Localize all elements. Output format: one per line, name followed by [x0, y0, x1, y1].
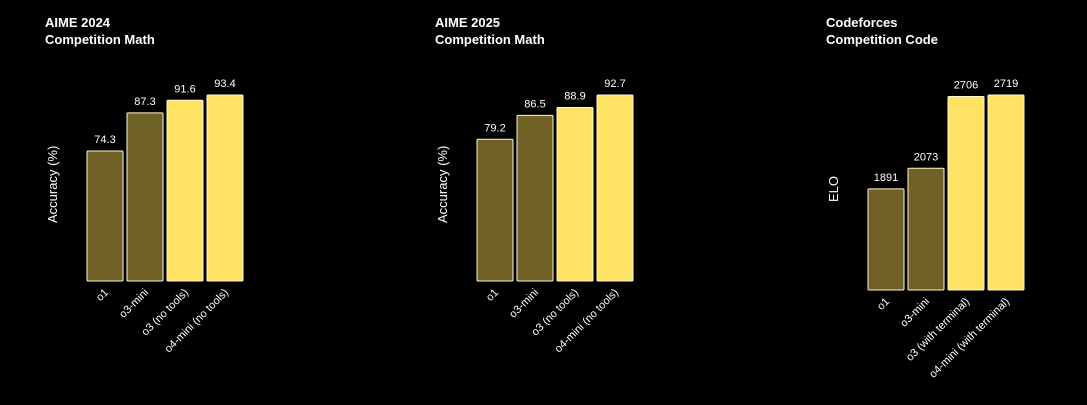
chart-aime-2024: AIME 2024 Competition Math Accuracy (%) … [0, 0, 360, 405]
chart-title-main: AIME 2024 [45, 15, 111, 30]
bar [126, 112, 164, 282]
x-tick-label: o3-mini [898, 296, 932, 330]
bar [476, 138, 514, 282]
chart-title: AIME 2025 Competition Math [435, 14, 545, 48]
x-tick-label: o4-mini (with terminal) [927, 296, 1012, 381]
bar [86, 150, 124, 282]
bar [867, 188, 905, 291]
chart-aime-2025: AIME 2025 Competition Math Accuracy (%) … [390, 0, 750, 405]
x-tick-label: o3-mini [117, 287, 151, 321]
bar-value-label: 1891 [874, 172, 898, 184]
bar [166, 99, 204, 282]
x-tick-label: o1 [484, 287, 501, 304]
chart-title-main: Codeforces [826, 15, 898, 30]
x-tick-label: o1 [875, 296, 892, 313]
bar-value-label: 91.6 [174, 83, 195, 95]
bar [596, 94, 634, 282]
bar [947, 95, 985, 291]
bar-value-label: 74.3 [94, 134, 115, 146]
chart-title: AIME 2024 Competition Math [45, 14, 155, 48]
chart-subtitle: Competition Math [45, 32, 155, 47]
bar [516, 114, 554, 282]
bar-value-label: 88.9 [564, 90, 585, 102]
chart-title-main: AIME 2025 [435, 15, 501, 30]
bar [556, 106, 594, 282]
bar-value-label: 2719 [994, 78, 1018, 90]
bar-value-label: 79.2 [484, 122, 505, 134]
bar-value-label: 86.5 [524, 98, 545, 110]
bar-value-label: 93.4 [214, 78, 235, 90]
x-tick-label: o1 [94, 287, 111, 304]
bar-value-label: 2073 [914, 151, 938, 163]
chart-subtitle: Competition Math [435, 32, 545, 47]
bar [206, 94, 244, 282]
x-tick-label: o3-mini [507, 287, 541, 321]
bar [987, 94, 1025, 291]
bar-value-label: 87.3 [134, 96, 155, 108]
chart-subtitle: Competition Code [826, 32, 938, 47]
bar-value-label: 92.7 [604, 78, 625, 90]
bar [907, 167, 945, 291]
chart-codeforces: Codeforces Competition Code ELO 1891 o1 20… [781, 0, 1087, 405]
bar-value-label: 2706 [954, 79, 978, 91]
chart-title: Codeforces Competition Code [826, 14, 938, 48]
